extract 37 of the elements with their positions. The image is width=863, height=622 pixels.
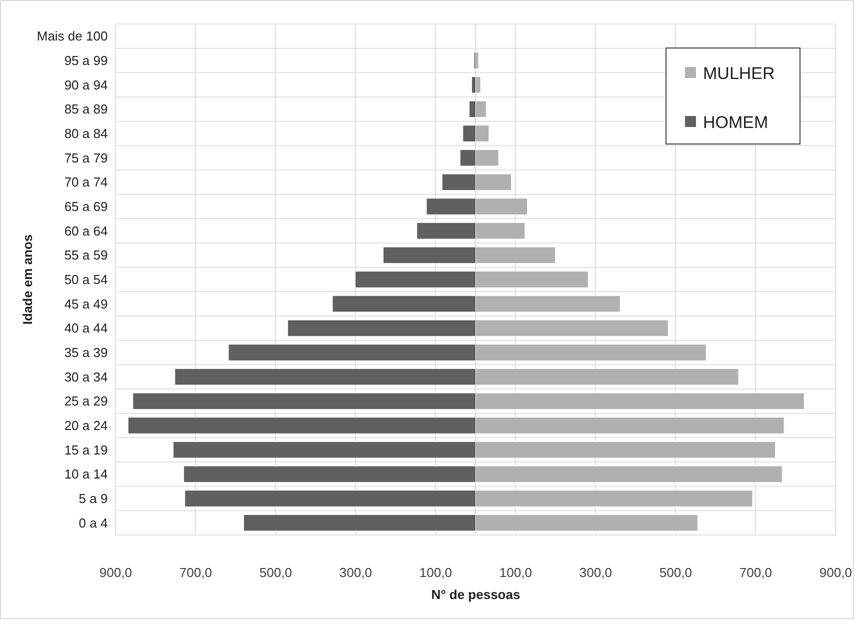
x-axis-title: N° de pessoas (431, 587, 520, 602)
y-tick-label: 20 a 24 (64, 418, 108, 434)
y-tick-label: 5 a 9 (78, 491, 108, 506)
y-tick-label: 35 a 39 (64, 345, 108, 360)
legend-label: MULHER (703, 64, 775, 83)
x-tick-label: 700,0 (739, 565, 772, 580)
y-tick-label: 15 a 19 (64, 442, 108, 458)
bar (475, 76, 481, 94)
y-tick-label: 85 a 89 (64, 102, 108, 117)
y-tick-label: 75 a 79 (64, 150, 108, 166)
legend-label: HOMEM (703, 112, 768, 132)
x-tick-label: 300,0 (579, 565, 612, 580)
x-tick-label: 100,0 (499, 565, 532, 580)
y-tick-label: 65 a 69 (64, 199, 108, 214)
y-tick-label: 10 a 14 (64, 466, 108, 482)
y-tick-label: 90 a 94 (64, 77, 108, 92)
x-tick-label: 900,0 (99, 565, 132, 580)
x-tick-label: 500,0 (659, 565, 692, 580)
y-tick-label: 50 a 54 (64, 272, 108, 288)
y-tick-label: 95 a 99 (64, 53, 108, 68)
x-tick-label: 300,0 (339, 565, 372, 580)
y-tick-label: 0 a 4 (78, 515, 108, 530)
x-tick-label: 700,0 (179, 565, 212, 580)
y-tick-label: 60 a 64 (64, 223, 108, 238)
y-tick-label: 55 a 59 (64, 248, 108, 263)
y-tick-label: Mais de 100 (36, 28, 108, 44)
y-tick-label: 70 a 74 (64, 174, 108, 190)
x-tick-label: 100,0 (419, 565, 452, 580)
x-tick-label: 500,0 (259, 565, 292, 580)
y-tick-label: 30 a 34 (64, 369, 108, 384)
y-tick-label: 80 a 84 (64, 126, 108, 142)
y-tick-label: 25 a 29 (64, 394, 108, 409)
y-axis-title: Idade em anos (20, 234, 35, 325)
bar (475, 52, 479, 69)
x-tick-label: 900,0 (819, 565, 852, 580)
y-tick-label: 40 a 44 (64, 320, 108, 336)
y-tick-label: 45 a 49 (64, 296, 108, 312)
